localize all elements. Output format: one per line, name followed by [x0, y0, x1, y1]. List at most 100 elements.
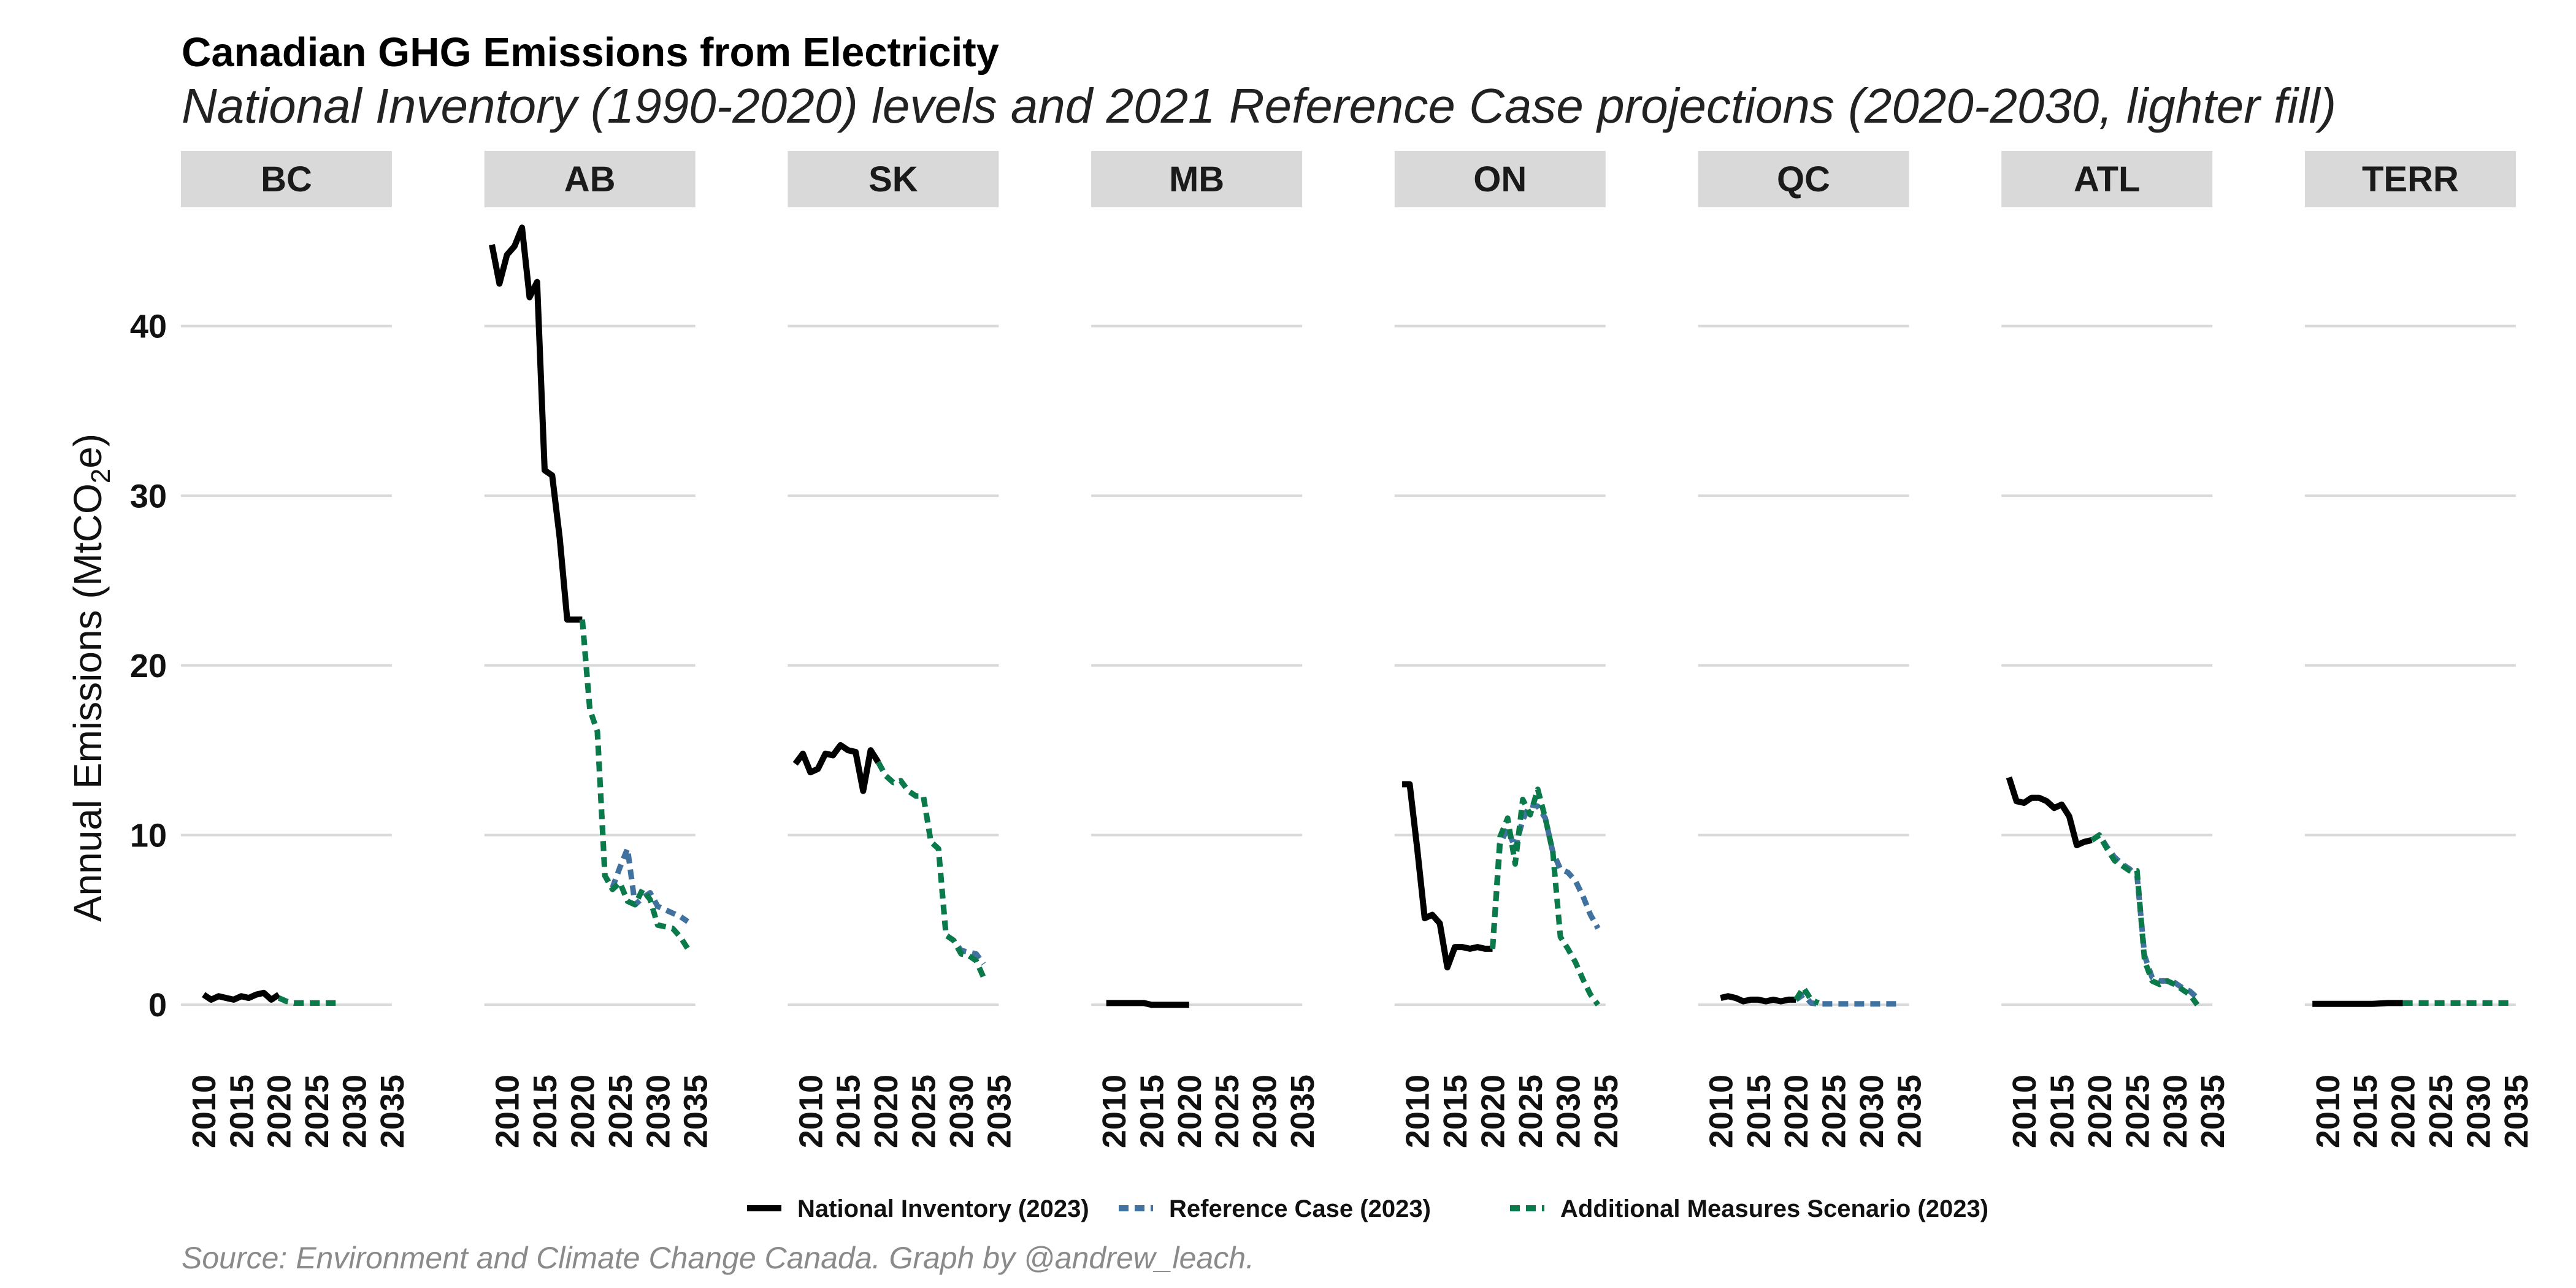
x-tick-label: 2020: [261, 1075, 298, 1148]
y-tick-label: 0: [148, 987, 167, 1024]
facet-strip-label: ATL: [2074, 159, 2140, 199]
facet-strip: [484, 151, 696, 207]
x-tick-label: 2010: [1400, 1075, 1436, 1148]
series-line-national-inventory-2023: [1720, 993, 1796, 1005]
x-tick-label: 2010: [2006, 1075, 2043, 1148]
legend-label: National Inventory (2023): [797, 1195, 1089, 1222]
series-line-national-inventory-2023: [1402, 781, 1493, 971]
x-tick-label: 2015: [527, 1075, 564, 1148]
x-tick-label: 2035: [1892, 1075, 1928, 1148]
x-tick-label: 2015: [2044, 1075, 2081, 1148]
panel-terr: TERR 2010 2015 2020 2025 2030 2035: [2304, 151, 2535, 1148]
facet-strip-label: BC: [261, 159, 312, 199]
x-tick-label: 2030: [337, 1075, 374, 1148]
y-axis-label: Annual Emissions (MtCO2e): [66, 434, 116, 922]
facet-strip-label: MB: [1169, 159, 1224, 199]
x-tick-label: 2015: [223, 1075, 260, 1148]
facet-strip-label: AB: [564, 159, 616, 199]
y-axis-label-main: Annual Emissions (MtCO: [66, 483, 110, 922]
x-tick-label: 2010: [1703, 1075, 1739, 1148]
chart-caption: Source: Environment and Climate Change C…: [182, 1241, 1254, 1275]
x-tick-label: 2035: [2195, 1075, 2231, 1148]
x-tick-label: 2025: [2423, 1075, 2459, 1148]
x-tick-label: 2035: [1284, 1075, 1321, 1148]
x-tick-label: 2015: [830, 1075, 867, 1148]
x-tick-label: 2030: [2461, 1075, 2497, 1148]
x-tick-label: 2025: [1209, 1075, 1246, 1148]
x-tick-label: 2020: [2082, 1075, 2118, 1148]
panel-atl: ATL 2010 2015 2020 2025 2030 2035: [2001, 151, 2231, 1148]
facet-strip: [1394, 151, 1606, 207]
panel-mb: MB 2010 2015 2020 2025 2030 2035: [1091, 151, 1321, 1148]
series-line-national-inventory-2023: [2006, 776, 2093, 849]
facet-strip-label: TERR: [2362, 159, 2459, 199]
x-tick-label: 2025: [1816, 1075, 1853, 1148]
y-axis-label-end: e): [66, 434, 110, 469]
x-tick-label: 2010: [186, 1075, 223, 1148]
x-tick-label: 2035: [374, 1075, 411, 1148]
x-tick-label: 2015: [1437, 1075, 1474, 1148]
x-tick-label: 2020: [1475, 1075, 1512, 1148]
y-tick-label: 10: [130, 818, 167, 854]
series-line-national-inventory-2023: [489, 224, 583, 623]
legend-label: Additional Measures Scenario (2023): [1560, 1195, 1988, 1222]
x-tick-label: 2020: [1778, 1075, 1815, 1148]
series-line-additional-measures-scenario-2023: [1490, 786, 1601, 1006]
facet-strip: [1091, 151, 1303, 207]
x-tick-label: 2010: [2310, 1075, 2347, 1148]
facet-strip: [788, 151, 999, 207]
series-line-national-inventory-2023: [792, 742, 881, 794]
facet-strip-label: ON: [1473, 159, 1527, 199]
facet-strip-label: QC: [1777, 159, 1830, 199]
x-tick-label: 2020: [564, 1075, 601, 1148]
x-tick-label: 2035: [678, 1075, 715, 1148]
x-tick-label: 2030: [1247, 1075, 1284, 1148]
x-tick-label: 2015: [1133, 1075, 1170, 1148]
series-line-national-inventory-2023: [1106, 1000, 1189, 1008]
x-tick-label: 2030: [640, 1075, 677, 1148]
y-axis-ticks: 0 10 20 30 40: [130, 309, 167, 1024]
x-tick-label: 2010: [1096, 1075, 1133, 1148]
x-tick-label: 2015: [1741, 1075, 1777, 1148]
x-tick-label: 2035: [981, 1075, 1018, 1148]
x-tick-label: 2030: [943, 1075, 980, 1148]
x-tick-label: 2035: [1588, 1075, 1625, 1148]
legend: National Inventory (2023) Reference Case …: [747, 1195, 1988, 1222]
panel-qc: QC 2010 2015 2020 2025 2030 2035: [1698, 151, 1928, 1148]
chart-title: Canadian GHG Emissions from Electricity: [182, 29, 999, 75]
x-tick-label: 2025: [602, 1075, 639, 1148]
series-line-additional-measures-scenario-2023: [277, 995, 339, 1006]
legend-label: Reference Case (2023): [1169, 1195, 1431, 1222]
facet-strip: [2304, 151, 2516, 207]
x-tick-label: 2025: [1512, 1075, 1549, 1148]
y-tick-label: 20: [130, 648, 167, 684]
y-axis-label-subscript: 2: [86, 469, 116, 483]
facet-strip: [2001, 151, 2213, 207]
x-tick-label: 2015: [2347, 1075, 2384, 1148]
x-tick-label: 2020: [1171, 1075, 1208, 1148]
x-tick-label: 2035: [2498, 1075, 2535, 1148]
panel-bc: BC 2010 2015 2020 2025 2030 2035: [181, 151, 411, 1148]
x-tick-label: 2030: [1550, 1075, 1587, 1148]
series-line-national-inventory-2023: [202, 989, 281, 1003]
x-tick-label: 2010: [792, 1075, 829, 1148]
panel-ab: AB 2010 2015 2020 2025 2030 2035: [484, 151, 715, 1148]
chart-subtitle: National Inventory (1990-2020) levels an…: [182, 79, 2336, 133]
facet-strip: [1698, 151, 1909, 207]
panel-sk: SK 2010 2015 2020 2025 2030 2035: [788, 151, 1018, 1148]
x-tick-label: 2025: [2119, 1075, 2156, 1148]
x-tick-label: 2030: [1853, 1075, 1890, 1148]
panel-on: ON 2010 2015 2020 2025 2030 2035: [1394, 151, 1625, 1148]
y-tick-label: 30: [130, 478, 167, 515]
y-tick-label: 40: [130, 309, 167, 345]
x-tick-label: 2030: [2157, 1075, 2194, 1148]
x-tick-label: 2010: [489, 1075, 526, 1148]
series-line-additional-measures-scenario-2023: [1793, 985, 1820, 1006]
x-tick-label: 2020: [868, 1075, 905, 1148]
series-line-additional-measures-scenario-2023: [579, 619, 691, 951]
facet-strip: [181, 151, 392, 207]
series-line-reference-case-2023: [875, 761, 986, 966]
